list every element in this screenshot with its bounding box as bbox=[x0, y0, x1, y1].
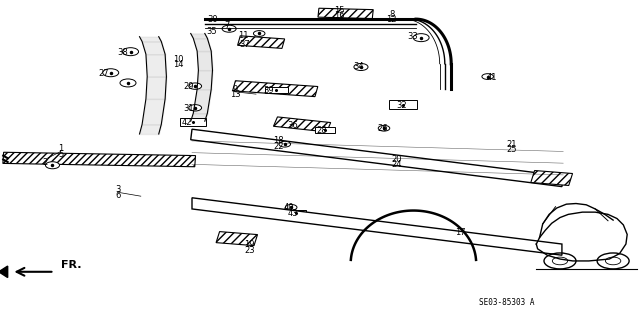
Text: 2: 2 bbox=[42, 158, 47, 167]
Circle shape bbox=[378, 125, 390, 131]
Text: 20: 20 bbox=[392, 155, 402, 164]
Bar bbox=[531, 171, 573, 185]
Circle shape bbox=[354, 63, 368, 70]
Text: 39: 39 bbox=[264, 86, 274, 95]
Text: 7: 7 bbox=[225, 21, 230, 30]
Text: 13: 13 bbox=[230, 90, 241, 99]
Text: 9: 9 bbox=[233, 85, 238, 94]
Text: 30: 30 bbox=[207, 15, 218, 24]
Text: 1: 1 bbox=[58, 144, 63, 153]
Bar bbox=[216, 232, 257, 246]
Bar bbox=[3, 152, 196, 167]
Circle shape bbox=[120, 79, 136, 87]
Text: 25: 25 bbox=[507, 145, 517, 154]
Circle shape bbox=[102, 69, 119, 77]
Text: 24: 24 bbox=[392, 160, 402, 169]
Bar bbox=[318, 8, 373, 19]
Text: 6: 6 bbox=[116, 191, 121, 200]
Text: 43: 43 bbox=[288, 209, 298, 218]
Circle shape bbox=[482, 74, 493, 79]
Circle shape bbox=[189, 105, 202, 111]
Circle shape bbox=[285, 204, 297, 210]
Circle shape bbox=[123, 48, 139, 56]
Bar bbox=[237, 36, 285, 48]
Text: 22: 22 bbox=[273, 142, 284, 151]
Text: 41: 41 bbox=[486, 73, 497, 82]
Bar bbox=[315, 127, 335, 133]
Text: 18: 18 bbox=[273, 137, 284, 145]
Text: 23: 23 bbox=[244, 246, 255, 255]
Text: 5: 5 bbox=[58, 150, 63, 159]
Polygon shape bbox=[192, 198, 562, 255]
Circle shape bbox=[222, 25, 236, 32]
Text: 36: 36 bbox=[288, 121, 298, 130]
Polygon shape bbox=[191, 129, 563, 187]
Text: 8: 8 bbox=[389, 10, 394, 19]
Text: 19: 19 bbox=[244, 241, 255, 249]
Bar bbox=[273, 117, 331, 132]
Text: 17: 17 bbox=[456, 228, 466, 237]
Text: 11: 11 bbox=[238, 31, 248, 40]
Bar bbox=[265, 86, 288, 93]
Text: SE03-85303 A: SE03-85303 A bbox=[479, 298, 534, 307]
Text: 42: 42 bbox=[182, 118, 192, 127]
Text: 31: 31 bbox=[184, 104, 194, 113]
Text: 26: 26 bbox=[378, 124, 388, 133]
Text: 16: 16 bbox=[334, 11, 344, 20]
Bar bbox=[180, 118, 206, 126]
Text: 38: 38 bbox=[118, 48, 128, 57]
Text: 35: 35 bbox=[206, 27, 216, 36]
Circle shape bbox=[413, 34, 429, 42]
Circle shape bbox=[189, 83, 202, 89]
Polygon shape bbox=[0, 266, 8, 278]
Text: 15: 15 bbox=[334, 6, 344, 15]
Bar bbox=[389, 100, 417, 109]
Text: 3: 3 bbox=[116, 185, 121, 194]
Text: 29: 29 bbox=[184, 82, 194, 91]
Circle shape bbox=[45, 162, 60, 169]
Circle shape bbox=[253, 31, 265, 36]
Text: 10: 10 bbox=[173, 55, 183, 63]
Circle shape bbox=[279, 141, 291, 147]
Text: 12: 12 bbox=[387, 15, 397, 24]
Text: 37: 37 bbox=[239, 40, 250, 48]
Text: 32: 32 bbox=[397, 101, 407, 110]
Bar bbox=[285, 210, 306, 216]
Text: 14: 14 bbox=[173, 60, 183, 69]
Text: 34: 34 bbox=[353, 63, 364, 71]
Text: 21: 21 bbox=[507, 140, 517, 149]
Text: 27: 27 bbox=[99, 69, 109, 78]
Text: FR.: FR. bbox=[61, 260, 81, 270]
Bar bbox=[232, 81, 318, 97]
Text: 33: 33 bbox=[408, 32, 418, 41]
Text: 40: 40 bbox=[284, 204, 294, 212]
Text: 28: 28 bbox=[316, 126, 326, 135]
